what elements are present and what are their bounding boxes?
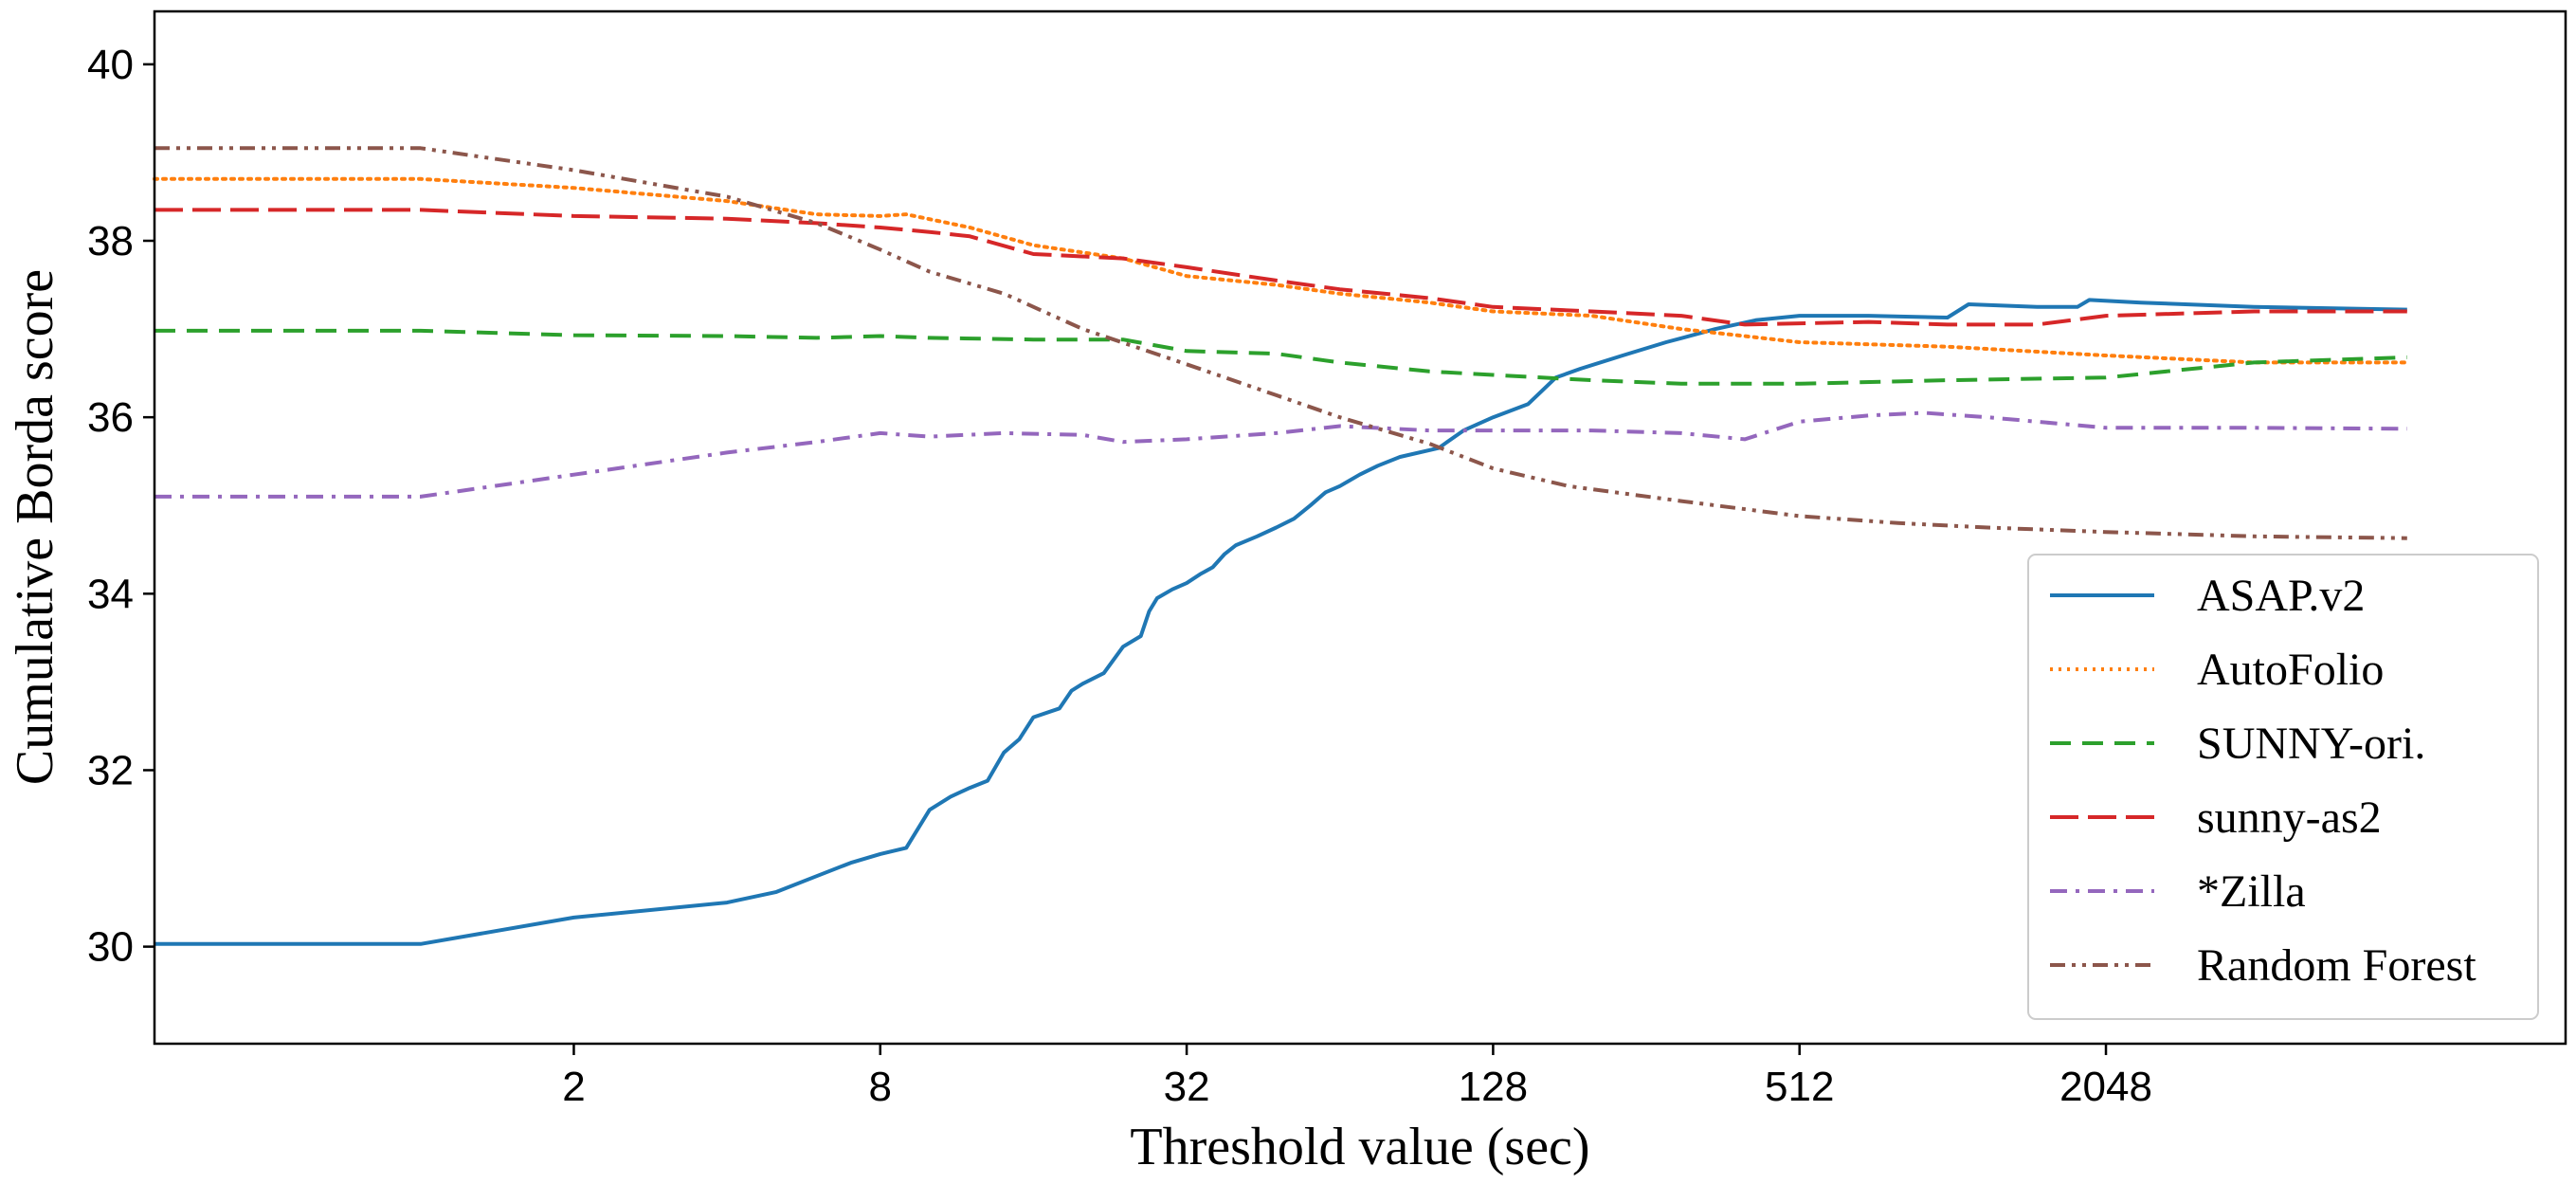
series-line-3 [154, 208, 2407, 327]
legend: ASAP.v2 AutoFolio SUNNY-ori. sunny-as2 *Zill… [2027, 554, 2539, 1020]
y-tick-label-5: 40 [87, 42, 134, 88]
legend-items: ASAP.v2 AutoFolio SUNNY-ori. sunny-as2 *Zill… [2050, 571, 2476, 991]
legend-label-4: *Zilla [2197, 866, 2306, 917]
x-axis-ticks: 2 8 32 128 512 2048 [562, 1044, 2152, 1110]
legend-label-2: SUNNY-ori. [2197, 719, 2425, 769]
y-axis-title: Cumulative Borda score [6, 269, 64, 785]
series-line-1 [153, 176, 2409, 365]
series-line-5 [154, 146, 2407, 540]
x-tick-label-4: 512 [1765, 1064, 1834, 1110]
y-tick-label-0: 30 [87, 924, 134, 971]
y-axis-ticks: 30 32 34 36 38 40 [87, 42, 154, 971]
x-tick-label-5: 2048 [2059, 1064, 2152, 1110]
y-tick-label-2: 34 [87, 571, 134, 617]
y-tick-label-1: 32 [87, 747, 134, 793]
y-tick-label-4: 38 [87, 218, 134, 264]
series-line-4 [154, 410, 2407, 499]
x-tick-label-1: 8 [869, 1064, 892, 1110]
x-axis-title: Threshold value (sec) [1130, 1118, 1589, 1176]
series-line-0 [154, 298, 2407, 946]
legend-label-0: ASAP.v2 [2197, 571, 2365, 621]
legend-label-1: AutoFolio [2197, 645, 2384, 695]
y-tick-label-3: 36 [87, 394, 134, 441]
legend-box [2027, 554, 2539, 1020]
plot-frame [153, 9, 2567, 1046]
legend-label-3: sunny-as2 [2197, 792, 2382, 843]
x-tick-label-3: 128 [1459, 1064, 1528, 1110]
series-line-2 [154, 328, 2407, 386]
legend-label-5: Random Forest [2197, 940, 2476, 991]
x-tick-label-0: 2 [562, 1064, 585, 1110]
series-lines [153, 146, 2409, 946]
x-tick-label-2: 32 [1164, 1064, 1210, 1110]
